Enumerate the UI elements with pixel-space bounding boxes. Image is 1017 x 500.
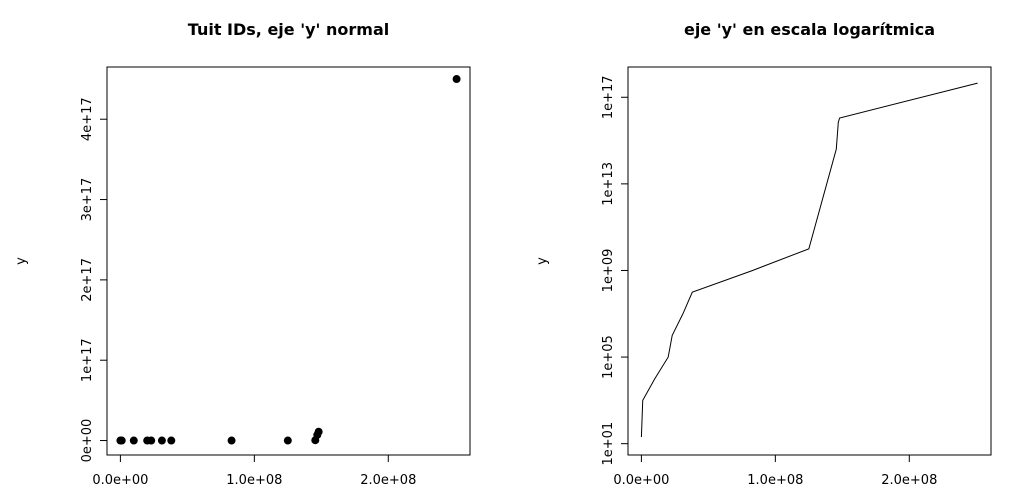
y-tick-label: 1e+05 [601,335,616,379]
chart-title: Tuit IDs, eje 'y' normal [188,20,389,39]
y-tick-label: 1e+17 [601,75,616,119]
y-tick-label: 1e+09 [601,249,616,293]
point [227,436,236,445]
x-tick-label: 1.0e+08 [747,473,803,488]
point [283,436,292,445]
y-tick-label: 4e+17 [80,97,95,141]
x-tick-label: 2.0e+08 [360,473,416,488]
y-tick-label: 1e+01 [601,422,616,466]
y-tick-label: 1e+13 [601,162,616,206]
x-tick-label: 1.0e+08 [226,473,282,488]
chart-title: eje 'y' en escala logarítmica [684,20,935,39]
point [167,436,176,445]
point [314,427,323,436]
point [117,436,126,445]
plot-box [106,66,471,456]
y-axis-label: y [535,257,550,265]
x-tick-label: 0.0e+00 [613,473,669,488]
y-tick-label: 2e+17 [80,258,95,302]
x-tick-label: 0.0e+00 [92,473,148,488]
x-tick-label: 2.0e+08 [881,473,937,488]
line [640,82,978,438]
point [157,436,166,445]
y-tick-label: 0e+00 [80,419,95,463]
y-tick-label: 1e+17 [80,338,95,382]
plot-box [627,66,992,456]
point [452,75,461,84]
point [147,436,156,445]
y-tick-label: 3e+17 [80,178,95,222]
y-axis-label: y [14,257,29,265]
point [129,436,138,445]
